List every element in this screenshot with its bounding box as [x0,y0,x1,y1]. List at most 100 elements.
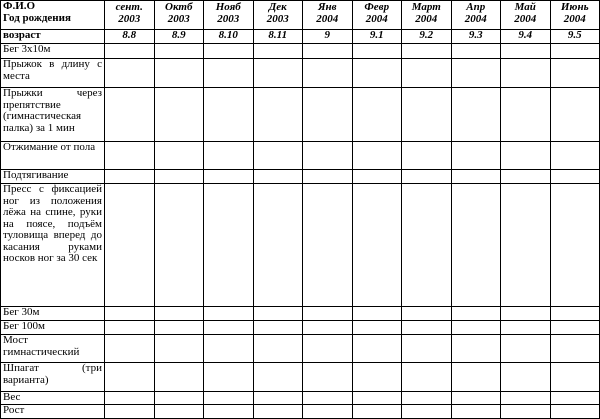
exercise-name: Подтягивание [3,169,69,181]
empty-cell [203,58,254,88]
empty-cell [500,183,551,307]
empty-cell [104,306,155,321]
empty-cell [450,391,501,405]
month-cell: Октб 2003 [153,0,204,30]
age-cell: 8.8 [104,29,155,44]
month-cell: Дек 2003 [252,0,303,30]
empty-cell [549,306,600,321]
exercise-row: Вес [0,391,600,405]
exercise-row: Бег 100м [0,320,600,335]
empty-cell [153,183,204,307]
empty-cell [203,141,254,170]
exercise-name: Мост гимнастический [3,334,80,358]
exercise-row: Рост [0,404,600,419]
year: 2003 [266,12,289,25]
empty-cell [450,306,501,321]
exercise-row: Мост гимнастический [0,334,600,363]
empty-cell [302,141,353,170]
empty-cell [401,404,452,419]
exercise-cell: Бег 30м [0,306,105,321]
empty-cell [549,58,600,88]
age-value: 9.3 [468,29,483,41]
age-cell: 9 [302,29,353,44]
exercise-cell: Отжимание от пола [0,141,105,170]
name-label: Ф.И.О [3,0,36,12]
empty-cell [203,183,254,307]
empty-cell [203,43,254,59]
empty-cell [302,43,353,59]
empty-cell [549,183,600,307]
empty-cell [549,404,600,419]
year: 2004 [316,12,339,25]
exercise-name: Бег 3x10м [3,43,51,55]
empty-cell [450,320,501,335]
month-cell: Июнь 2004 [549,0,600,30]
empty-cell [104,169,155,184]
empty-cell [104,320,155,335]
empty-cell [351,362,402,392]
exercise-cell: Прыжок в длину с места [0,58,105,88]
empty-cell [203,320,254,335]
age-label: возраст [3,29,41,41]
empty-cell [104,391,155,405]
exercise-row: Отжимание от пола [0,141,600,170]
age-value: 8.10 [218,29,238,41]
age-cell: 9.4 [500,29,551,44]
empty-cell [203,87,254,142]
age-cell: 9.3 [450,29,501,44]
empty-cell [351,169,402,184]
empty-cell [549,87,600,142]
empty-cell [450,87,501,142]
empty-cell [252,334,303,363]
empty-cell [351,334,402,363]
empty-cell [252,183,303,307]
empty-cell [252,362,303,392]
empty-cell [549,362,600,392]
empty-cell [401,334,452,363]
empty-cell [450,404,501,419]
empty-cell [351,141,402,170]
empty-cell [153,306,204,321]
month-cell: Нояб 2003 [203,0,254,30]
empty-cell [203,404,254,419]
empty-cell [500,334,551,363]
exercise-name: Бег 30м [3,306,40,318]
age-cell: 8.10 [203,29,254,44]
month: Май [514,1,536,13]
year: 2004 [365,12,388,25]
header-cell: Ф.И.О Год рождения [0,0,105,30]
header-row: Ф.И.О Год рождения сент. 2003 Октб 2003 Нояб 20… [0,0,600,30]
empty-cell [450,362,501,392]
empty-cell [153,87,204,142]
exercise-name: Отжимание от пола [3,141,96,153]
empty-cell [302,362,353,392]
month-cell: Март 2004 [401,0,452,30]
empty-cell [203,306,254,321]
month: Февр [364,1,390,13]
empty-cell [104,334,155,363]
exercise-row: Шпагат (три варианта) [0,362,600,392]
empty-cell [500,169,551,184]
empty-cell [302,334,353,363]
month: Апр [466,1,486,13]
year: 2003 [118,12,141,25]
exercise-row: Бег 30м [0,306,600,321]
empty-cell [500,306,551,321]
age-label-cell: возраст [0,29,105,44]
empty-cell [252,87,303,142]
exercise-row: Пресс с фиксацией ног из положения лёжа … [0,183,600,307]
empty-cell [203,391,254,405]
month: Октб [165,1,193,13]
empty-cell [351,391,402,405]
empty-cell [153,320,204,335]
exercise-cell: Пресс с фиксацией ног из положения лёжа … [0,183,105,307]
empty-cell [450,58,501,88]
month-cell: Май 2004 [500,0,551,30]
age-row: возраст 8.8 8.9 8.10 8.11 9 9.1 9.2 9.3 9.4 9.5 [0,29,600,44]
empty-cell [500,362,551,392]
empty-cell [104,141,155,170]
month-cell: Янв 2004 [302,0,353,30]
empty-cell [450,183,501,307]
age-value: 9.1 [369,29,384,41]
